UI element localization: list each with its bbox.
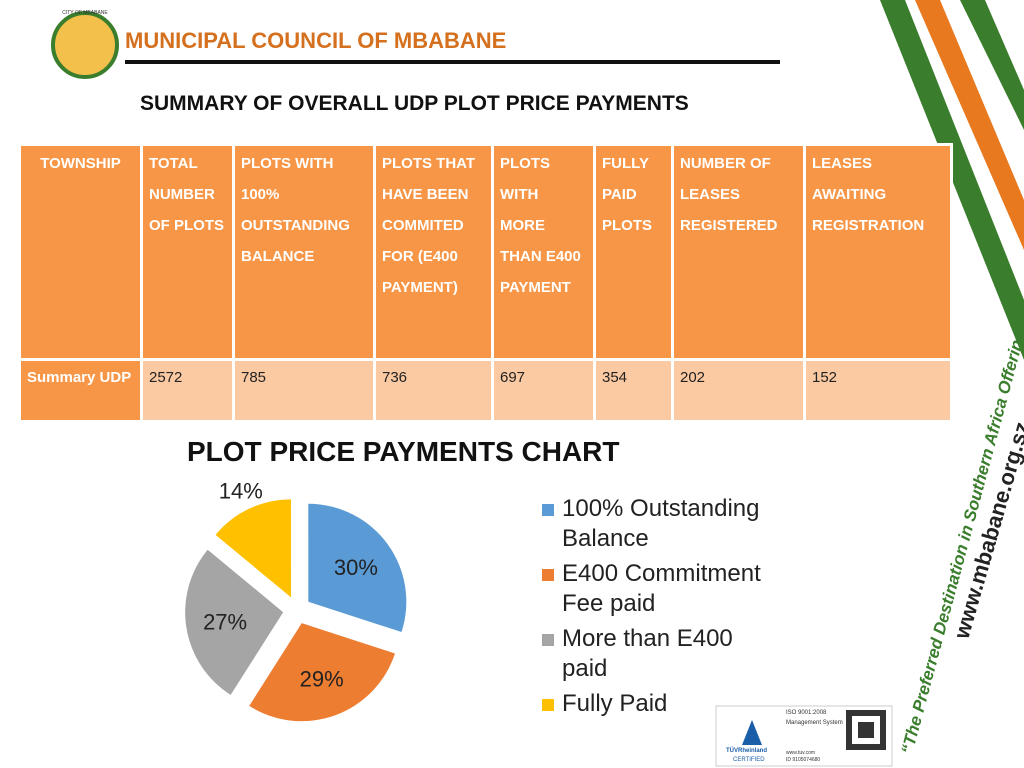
- badge-certified: CERTIFIED: [733, 757, 765, 763]
- table-cell: 697: [491, 358, 596, 423]
- stripe: [915, 0, 1024, 250]
- table-cell: 2572: [140, 358, 235, 423]
- summary-table: TOWNSHIP TOTAL NUMBER OF PLOTS PLOTS WITH …: [18, 143, 953, 423]
- pie-slice: [185, 549, 284, 695]
- logo: [51, 11, 119, 79]
- column-header: PLOTS THAT HAVE BEEN COMMITED FOR (E400 …: [373, 143, 494, 361]
- logo-text: CITY OF MBABANE: [62, 10, 108, 16]
- legend-label: More than E400 paid: [562, 625, 733, 682]
- legend-label: E400 Commitment Fee paid: [562, 560, 761, 617]
- pie-slice: [249, 623, 395, 722]
- chart-title: PLOT PRICE PAYMENTS CHART: [187, 436, 619, 467]
- pie-chart: 30% 29% 27% 14%: [185, 479, 407, 722]
- column-header: TOTAL NUMBER OF PLOTS: [140, 143, 235, 361]
- badge-brand: TÜVRheinland: [726, 747, 767, 754]
- legend-swatch: [542, 504, 554, 516]
- pie-slice: [308, 503, 407, 633]
- legend-swatch: [542, 699, 554, 711]
- table-cell: 152: [803, 358, 953, 423]
- data-label: 30%: [334, 555, 378, 580]
- badge-id: ID 9105074680: [786, 757, 820, 763]
- legend-entry: Fully Paid: [542, 689, 782, 719]
- legend-entry: 100% Outstanding Balance: [542, 494, 782, 554]
- table-cell: 354: [593, 358, 674, 423]
- legend-entry: More than E400 paid: [542, 624, 782, 684]
- table-cell: 785: [232, 358, 376, 423]
- table-cell: 736: [373, 358, 494, 423]
- table-cell: Summary UDP: [18, 358, 143, 423]
- title: MUNICIPAL COUNCIL OF MBABANE: [125, 28, 506, 53]
- data-label: 29%: [300, 666, 344, 691]
- column-header: NUMBER OF LEASES REGISTERED: [671, 143, 806, 361]
- data-label: 14%: [219, 479, 263, 504]
- legend-label: 100% Outstanding Balance: [562, 495, 760, 552]
- column-header: FULLY PAID PLOTS: [593, 143, 674, 361]
- column-header: PLOTS WITH MORE THAN E400 PAYMENT: [491, 143, 596, 361]
- stripe: [880, 0, 1024, 360]
- column-header: PLOTS WITH 100% OUTSTANDING BALANCE: [232, 143, 376, 361]
- subtitle: SUMMARY OF OVERALL UDP PLOT PRICE PAYMEN…: [140, 92, 689, 115]
- badge-url: www.tuv.com: [786, 750, 815, 756]
- table-cell: 202: [671, 358, 806, 423]
- column-header: TOWNSHIP: [18, 143, 143, 361]
- stripe: [960, 0, 1024, 130]
- legend-swatch: [542, 569, 554, 581]
- legend-label: Fully Paid: [562, 690, 668, 717]
- data-label: 27%: [203, 609, 247, 634]
- legend-swatch: [542, 634, 554, 646]
- legend: 100% Outstanding Balance E400 Commitment …: [542, 494, 782, 724]
- pie-slice: [215, 499, 292, 598]
- legend-entry: E400 Commitment Fee paid: [542, 559, 782, 619]
- table-row: Summary UDP 2572 785 736 697 354 202 152: [18, 358, 953, 423]
- badge-system: Management System: [786, 720, 843, 726]
- column-header: LEASES AWAITING REGISTRATION: [803, 143, 953, 361]
- badge-iso: ISO 9001:2008: [786, 710, 827, 716]
- badge: TÜVRheinland CERTIFIED ISO 9001:2008 Man…: [715, 705, 893, 767]
